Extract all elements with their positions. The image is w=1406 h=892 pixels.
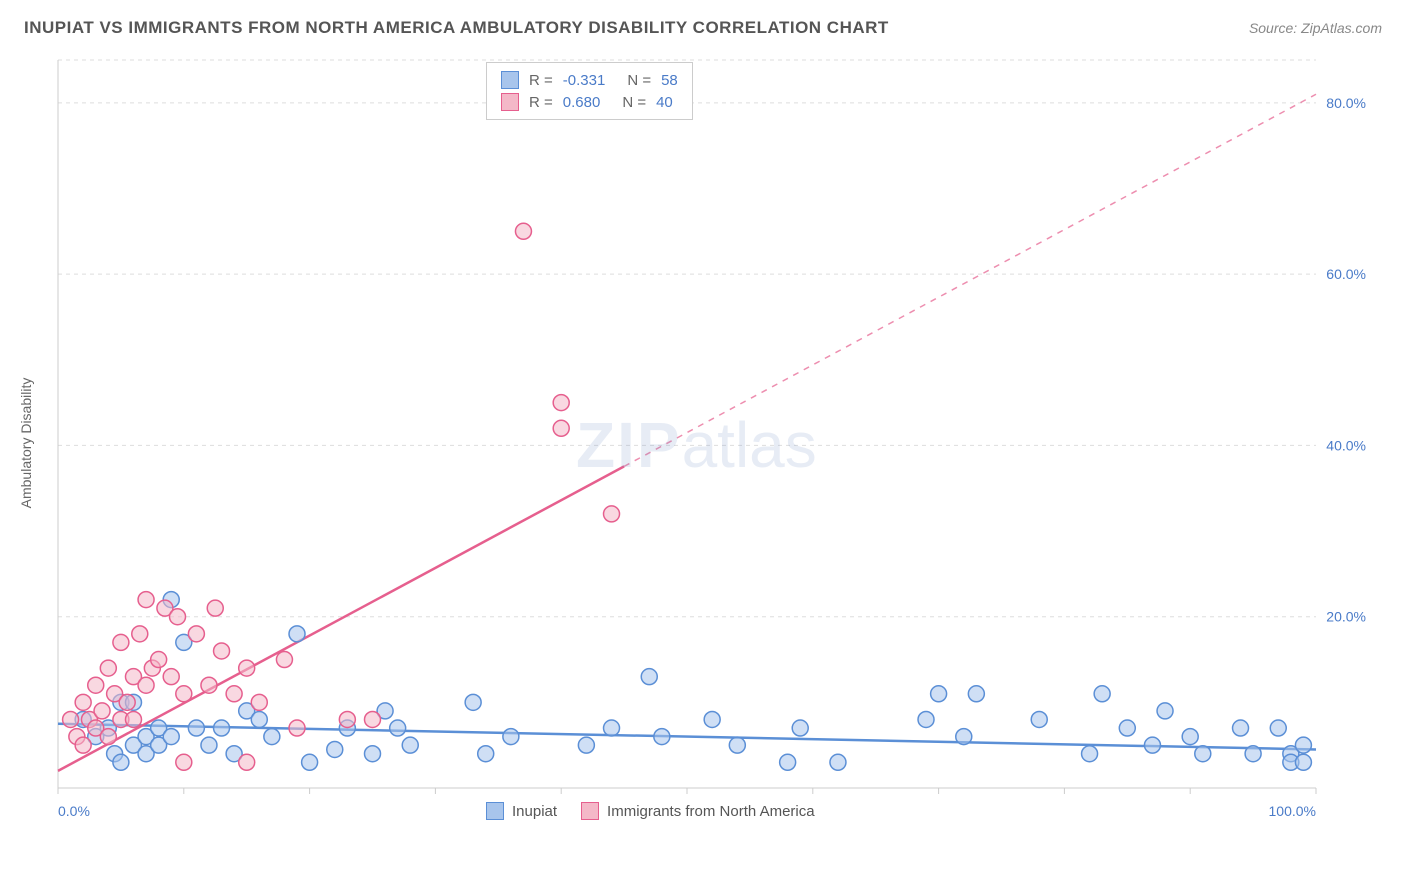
stat-n-value: 40 [656, 94, 673, 111]
scatter-plot: 20.0% 40.0% 60.0% 80.0% 0.0% 100.0% [56, 58, 1376, 828]
stat-r-value: -0.331 [563, 72, 606, 89]
series-swatch [501, 71, 519, 89]
stats-row: R = 0.680 N = 40 [501, 91, 678, 113]
source-attribution: Source: ZipAtlas.com [1249, 20, 1382, 36]
svg-text:100.0%: 100.0% [1269, 803, 1316, 819]
svg-text:20.0%: 20.0% [1326, 609, 1366, 625]
series-swatch [501, 93, 519, 111]
stats-box: R = -0.331 N = 58 R = 0.680 N = 40 [486, 62, 693, 120]
legend-swatch [486, 802, 504, 820]
stat-r-value: 0.680 [563, 94, 601, 111]
svg-text:60.0%: 60.0% [1326, 266, 1366, 282]
legend-swatch [581, 802, 599, 820]
stat-n-value: 58 [661, 72, 678, 89]
y-axis-label: Ambulatory Disability [18, 378, 34, 509]
stats-row: R = -0.331 N = 58 [501, 69, 678, 91]
stat-r-label: R = [529, 94, 553, 111]
legend-item: Inupiat [486, 802, 557, 820]
svg-text:0.0%: 0.0% [58, 803, 90, 819]
legend-label: Immigrants from North America [607, 803, 815, 820]
svg-text:40.0%: 40.0% [1326, 437, 1366, 453]
stat-n-label: N = [622, 94, 646, 111]
stat-r-label: R = [529, 72, 553, 89]
chart-container: Ambulatory Disability 20.0%40.0%60.0%80.… [56, 58, 1376, 828]
legend-label: Inupiat [512, 803, 557, 820]
legend-item: Immigrants from North America [581, 802, 815, 820]
bottom-legend: Inupiat Immigrants from North America [486, 802, 815, 820]
stat-n-label: N = [627, 72, 651, 89]
svg-text:80.0%: 80.0% [1326, 95, 1366, 111]
page-title: INUPIAT VS IMMIGRANTS FROM NORTH AMERICA… [24, 18, 889, 38]
